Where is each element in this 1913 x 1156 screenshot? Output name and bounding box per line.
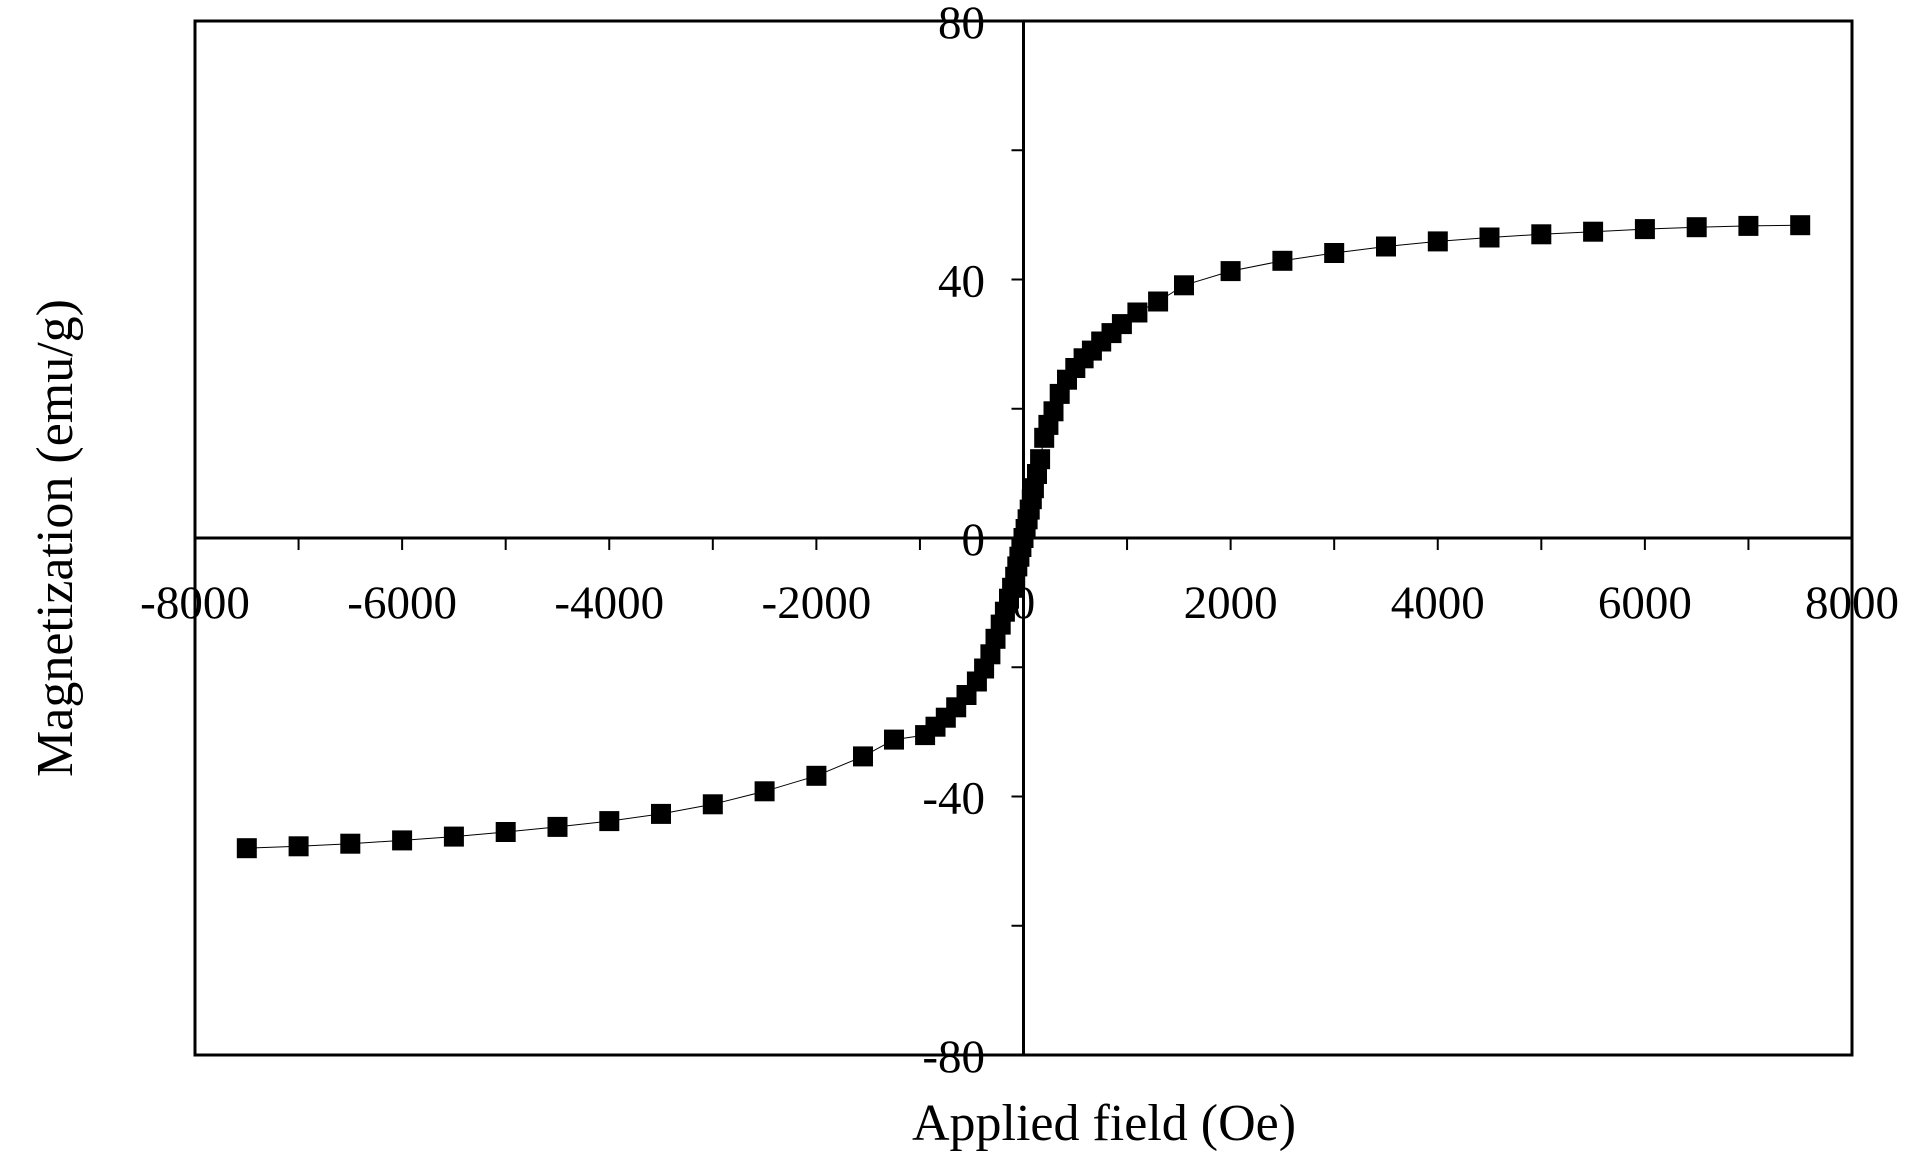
y-tick-label: 80 bbox=[938, 0, 985, 49]
data-point bbox=[1324, 243, 1345, 263]
data-point bbox=[1043, 401, 1064, 422]
data-point bbox=[853, 746, 873, 767]
x-tick-label: -4000 bbox=[554, 577, 664, 629]
data-point bbox=[1790, 215, 1811, 236]
data-point bbox=[1686, 217, 1707, 238]
data-point bbox=[1272, 250, 1293, 271]
data-point bbox=[392, 830, 413, 851]
data-point bbox=[651, 803, 671, 824]
y-tick-label: 0 bbox=[962, 514, 986, 566]
x-tick-label: 4000 bbox=[1391, 577, 1485, 629]
data-point bbox=[288, 836, 309, 857]
x-tick-label: -8000 bbox=[140, 577, 250, 629]
x-tick-label: 2000 bbox=[1184, 577, 1278, 629]
data-point bbox=[884, 729, 904, 750]
x-tick-label: -2000 bbox=[762, 577, 872, 629]
x-tick-label: 6000 bbox=[1598, 577, 1692, 629]
data-point bbox=[1220, 261, 1241, 282]
data-point bbox=[980, 644, 1001, 665]
data-point bbox=[1634, 219, 1655, 240]
data-point bbox=[702, 794, 723, 815]
data-point bbox=[806, 765, 827, 786]
series-markers bbox=[236, 215, 1811, 859]
x-tick-label: 8000 bbox=[1805, 577, 1899, 629]
data-point bbox=[754, 781, 775, 802]
data-point bbox=[495, 822, 516, 842]
y-axis-ticks: -80 -40 0 40 80 bbox=[922, 0, 1024, 1083]
y-axis-title: Magnetization (emu/g) bbox=[27, 299, 84, 777]
data-point bbox=[1148, 291, 1169, 312]
data-point bbox=[1127, 302, 1148, 323]
data-point bbox=[1376, 236, 1396, 257]
data-point bbox=[1111, 314, 1132, 335]
data-point bbox=[1479, 227, 1500, 248]
data-point bbox=[547, 816, 568, 837]
data-point bbox=[1738, 215, 1759, 236]
data-point bbox=[340, 833, 361, 854]
x-tick-label: -6000 bbox=[347, 577, 457, 629]
y-tick-label: -40 bbox=[922, 773, 985, 825]
y-tick-label: 40 bbox=[938, 256, 985, 308]
data-point bbox=[236, 838, 257, 859]
data-point bbox=[1030, 449, 1051, 470]
data-point bbox=[443, 826, 464, 847]
y-tick-label: -80 bbox=[922, 1031, 985, 1083]
data-point bbox=[599, 811, 620, 832]
data-point bbox=[1174, 275, 1194, 296]
data-point bbox=[1427, 231, 1448, 252]
x-axis-ticks: -8000 -6000 -4000 -2000 0 2000 4000 6000 8000 bbox=[140, 538, 1899, 629]
x-axis-title: Applied field (Oe) bbox=[912, 1095, 1296, 1151]
data-point bbox=[1583, 221, 1604, 242]
data-point bbox=[1531, 224, 1552, 245]
